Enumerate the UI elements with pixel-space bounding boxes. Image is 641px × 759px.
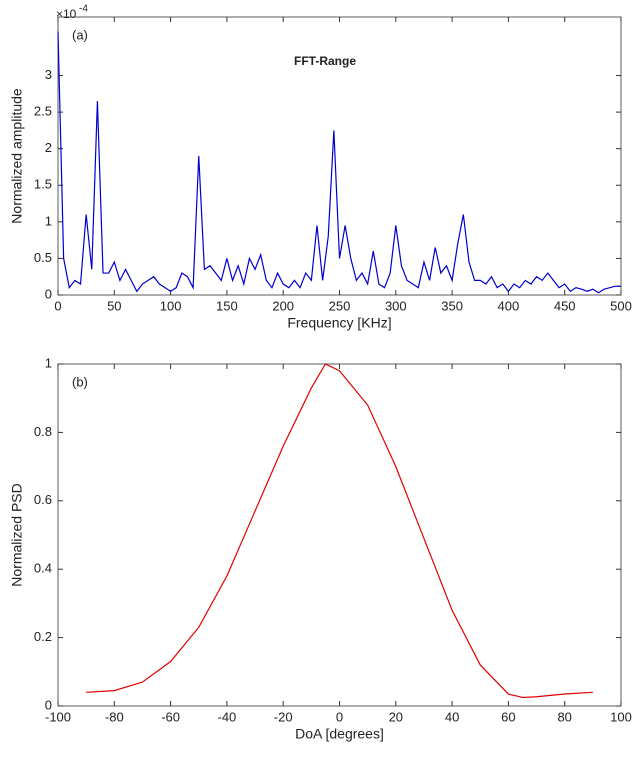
- x-tick-label: 80: [557, 709, 571, 724]
- data-line: [86, 363, 593, 699]
- y-tick-label: 1: [45, 355, 52, 370]
- y-tick-label: 0.6: [34, 492, 52, 507]
- x-tick-label: 50: [107, 298, 121, 313]
- x-tick-label: 200: [272, 298, 294, 313]
- y-tick-label: 0.4: [34, 561, 52, 576]
- x-tick-label: 400: [498, 298, 520, 313]
- x-tick-label: 20: [389, 709, 403, 724]
- x-tick-label: 300: [385, 298, 407, 313]
- y-tick-label: 0.2: [34, 629, 52, 644]
- y-axis-label: Normalized amplitude: [9, 88, 25, 224]
- x-tick-label: 0: [54, 298, 61, 313]
- x-tick-label: 450: [554, 298, 576, 313]
- data-line: [57, 31, 621, 294]
- x-tick-label: -100: [45, 709, 71, 724]
- x-tick-label: 100: [160, 298, 182, 313]
- x-axis-label: Frequency [KHz]: [287, 315, 391, 331]
- y-tick-label: 0: [45, 697, 52, 712]
- y-tick-label: 3: [45, 67, 52, 82]
- y-axis-label: Normalized PSD: [9, 483, 25, 586]
- y-tick-label: 2.5: [34, 104, 52, 119]
- x-tick-label: -60: [161, 709, 180, 724]
- x-tick-label: 350: [441, 298, 463, 313]
- y-tick-label: 0.8: [34, 424, 52, 439]
- x-tick-label: 250: [329, 298, 351, 313]
- x-tick-label: -20: [274, 709, 293, 724]
- x-tick-label: 150: [216, 298, 238, 313]
- exponent-base: ×10: [56, 7, 77, 21]
- x-tick-label: 0: [336, 709, 343, 724]
- x-tick-label: 60: [501, 709, 515, 724]
- y-tick-label: 1.5: [34, 177, 52, 192]
- panel-label: (b): [72, 374, 88, 389]
- x-tick-label: 100: [610, 709, 632, 724]
- y-tick-label: 2: [45, 140, 52, 155]
- x-tick-label: 500: [610, 298, 632, 313]
- y-tick-label: 1: [45, 213, 52, 228]
- y-tick-label: 0.5: [34, 250, 52, 265]
- chart-title: FFT-Range: [294, 54, 356, 68]
- x-axis-label: DoA [degrees]: [295, 726, 384, 742]
- x-tick-label: -80: [105, 709, 124, 724]
- x-tick-label: -40: [218, 709, 237, 724]
- y-tick-label: 0: [45, 286, 52, 301]
- x-tick-label: 40: [445, 709, 459, 724]
- exponent-power: -4: [79, 4, 88, 15]
- panel-label: (a): [72, 27, 88, 42]
- axes-box: [57, 363, 622, 707]
